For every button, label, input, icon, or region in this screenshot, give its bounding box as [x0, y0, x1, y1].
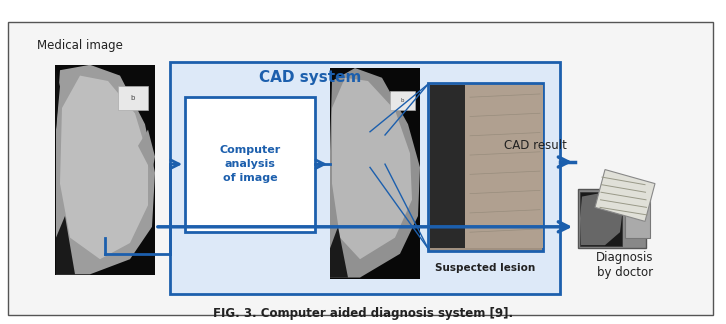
Bar — [330, 68, 420, 279]
Polygon shape — [580, 192, 622, 245]
Polygon shape — [332, 78, 412, 259]
Polygon shape — [138, 130, 155, 173]
Text: b: b — [400, 98, 404, 103]
Bar — [118, 87, 148, 110]
Polygon shape — [465, 85, 543, 249]
Bar — [428, 83, 543, 250]
Text: b: b — [131, 95, 135, 101]
Bar — [580, 192, 622, 246]
Text: CAD system: CAD system — [258, 70, 362, 85]
Bar — [578, 189, 646, 249]
Bar — [55, 65, 155, 275]
Polygon shape — [56, 216, 75, 274]
Text: Medical image: Medical image — [37, 39, 123, 52]
Bar — [625, 192, 650, 237]
Polygon shape — [330, 227, 348, 278]
Bar — [390, 91, 415, 110]
Text: Computer
analysis
of image: Computer analysis of image — [219, 145, 281, 183]
Polygon shape — [55, 65, 155, 275]
Polygon shape — [595, 169, 655, 221]
Polygon shape — [56, 65, 155, 274]
Bar — [430, 85, 465, 249]
Bar — [185, 97, 315, 232]
Polygon shape — [56, 70, 60, 130]
Text: CAD result: CAD result — [504, 139, 566, 152]
Text: Diagnosis
by doctor: Diagnosis by doctor — [596, 250, 653, 279]
Text: FIG. 3. Computer aided diagnosis system [9].: FIG. 3. Computer aided diagnosis system … — [213, 307, 513, 320]
Bar — [170, 62, 560, 294]
Polygon shape — [60, 75, 148, 259]
Text: Suspected lesion: Suspected lesion — [435, 263, 535, 273]
Polygon shape — [330, 68, 420, 278]
